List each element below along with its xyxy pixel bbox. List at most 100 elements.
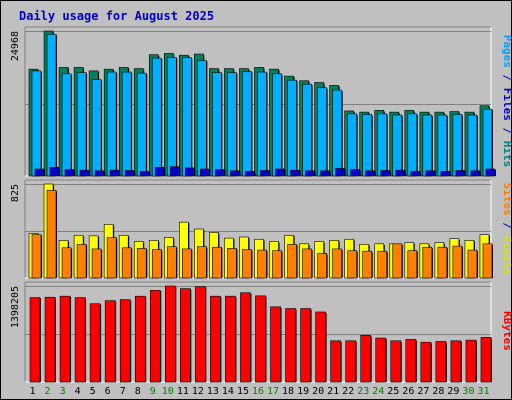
bar-files: [61, 73, 72, 177]
bar-sites: [121, 247, 132, 279]
bar-sites: [272, 250, 282, 279]
series-side-label: KBytes: [501, 311, 511, 351]
bar-files: [46, 33, 57, 177]
bar-sites: [227, 248, 237, 279]
bar-sites: [106, 237, 117, 279]
bar-kbytes: [44, 296, 56, 383]
bar-pages: [124, 170, 135, 177]
x-tick-label: 3: [60, 386, 66, 397]
bar-files: [31, 70, 42, 177]
x-tick-label: 25: [387, 386, 399, 397]
bar-files: [287, 79, 297, 177]
bar-files: [377, 113, 388, 177]
bar-files: [257, 71, 267, 177]
bar-pages: [230, 170, 240, 177]
bar-sites: [242, 249, 252, 279]
side-label-part: /: [501, 216, 511, 236]
bar-sites: [332, 248, 342, 279]
side-label-part: /: [501, 68, 511, 88]
bar-pages: [64, 169, 75, 177]
bar-pages: [410, 171, 421, 177]
series-side-label: Sites / Visits: [501, 183, 511, 276]
bar-pages: [380, 170, 391, 177]
bar-kbytes: [405, 339, 417, 383]
bar-pages: [275, 168, 285, 177]
bar-kbytes: [74, 297, 86, 383]
chart-title: Daily usage for August 2025: [19, 9, 214, 23]
y-tick-label: 1398205: [10, 286, 21, 328]
side-label-part: Visits: [501, 236, 511, 276]
bar-kbytes: [195, 286, 206, 383]
bar-files: [422, 114, 433, 177]
bar-kbytes: [149, 290, 161, 383]
x-tick-label: 9: [150, 386, 156, 397]
bar-files: [392, 114, 403, 177]
bar-sites: [302, 248, 312, 279]
bar-files: [407, 113, 418, 177]
bar-files: [347, 113, 357, 177]
x-tick-label: 22: [342, 386, 354, 397]
bar-kbytes: [465, 339, 477, 383]
bar-sites: [362, 250, 373, 279]
x-tick-label: 13: [207, 386, 219, 397]
bar-pages: [305, 170, 315, 177]
bar-kbytes: [375, 337, 387, 383]
bar-pages: [335, 168, 345, 177]
x-tick-label: 28: [432, 386, 444, 397]
bar-files: [76, 72, 87, 177]
bar-kbytes: [134, 295, 146, 383]
bar-pages: [169, 166, 180, 177]
x-tick-label: 1: [30, 386, 36, 397]
bar-kbytes: [450, 340, 462, 383]
bar-kbytes: [300, 308, 311, 383]
x-tick-label: 14: [222, 386, 234, 397]
bar-files: [467, 114, 478, 177]
bar-sites: [317, 253, 327, 279]
x-tick-label: 27: [417, 386, 429, 397]
x-tick-label: 15: [237, 386, 249, 397]
bar-pages: [290, 169, 300, 177]
x-tick-label: 8: [135, 386, 141, 397]
x-tick-label: 2: [45, 386, 51, 397]
bar-files: [242, 71, 252, 177]
x-tick-label: 7: [120, 386, 126, 397]
x-tick-label: 19: [297, 386, 309, 397]
bar-pages: [49, 166, 60, 177]
bar-sites: [392, 243, 403, 279]
bar-pages: [485, 168, 496, 177]
bar-kbytes: [315, 311, 326, 383]
bar-files: [362, 114, 373, 177]
x-tick-label: 16: [252, 386, 264, 397]
bar-pages: [109, 169, 120, 177]
bar-sites: [422, 246, 433, 279]
bar-kbytes: [104, 300, 116, 383]
bar-sites: [31, 234, 42, 279]
side-label-part: Files: [501, 88, 511, 121]
bar-pages: [440, 171, 451, 177]
bar-sites: [482, 243, 493, 279]
bar-kbytes: [119, 299, 131, 383]
bar-files: [482, 108, 493, 177]
bar-files: [151, 57, 162, 177]
bar-files: [136, 72, 147, 177]
bar-files: [227, 72, 237, 177]
x-tick-label: 12: [192, 386, 204, 397]
bar-files: [106, 71, 117, 177]
bar-sites: [257, 249, 267, 279]
bar-pages: [320, 170, 330, 177]
bar-files: [272, 73, 282, 177]
x-tick-label: 29: [447, 386, 459, 397]
x-tick-label: 11: [177, 386, 189, 397]
bar-sites: [76, 244, 87, 279]
x-tick-label: 30: [462, 386, 474, 397]
bar-kbytes: [480, 337, 492, 383]
bar-pages: [154, 166, 165, 177]
bar-sites: [437, 246, 448, 279]
bar-kbytes: [180, 288, 191, 383]
bar-files: [212, 72, 222, 177]
bar-sites: [407, 250, 418, 279]
bar-sites: [136, 248, 147, 279]
bar-sites: [182, 248, 192, 279]
bar-files: [452, 114, 463, 177]
